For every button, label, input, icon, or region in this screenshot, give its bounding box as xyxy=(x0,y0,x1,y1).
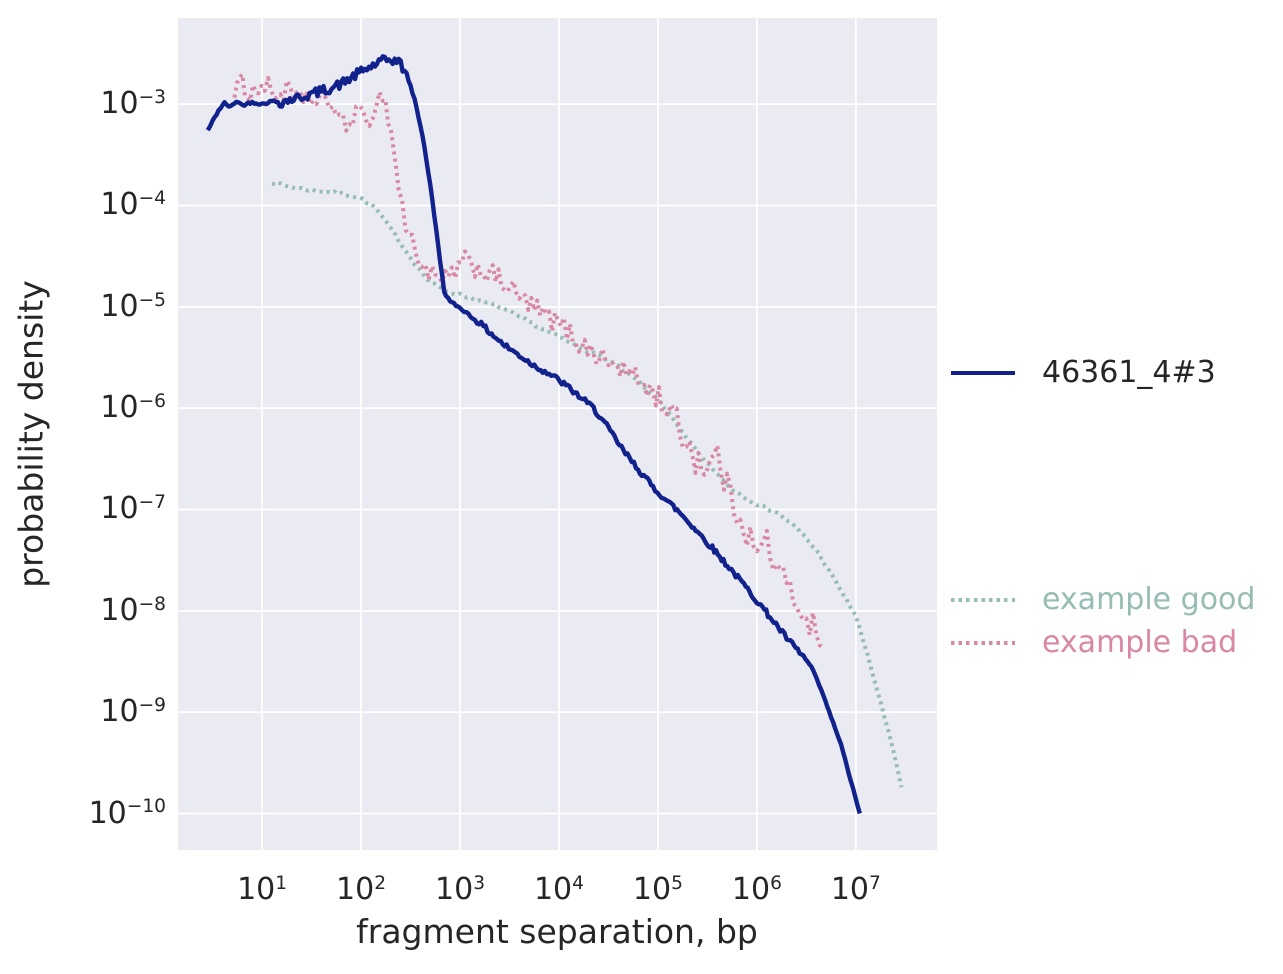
x-tick-label: 102 xyxy=(336,872,387,907)
series-line-example-good xyxy=(271,180,904,788)
legend-dotted-line-swatch-bad xyxy=(951,641,1015,645)
x-tick-label: 105 xyxy=(632,872,683,907)
x-tick-label: 106 xyxy=(731,872,782,907)
x-tick-label: 104 xyxy=(533,872,584,907)
y-tick-label: 10−3 xyxy=(100,86,166,122)
y-axis-label: probability density xyxy=(11,280,51,588)
y-tick-label: 10−7 xyxy=(100,491,166,527)
y-tick-label: 10−5 xyxy=(100,288,166,324)
series-line-example-bad xyxy=(232,72,825,650)
y-tick-label: 10−4 xyxy=(100,187,166,223)
x-axis-label: fragment separation, bp xyxy=(356,912,758,951)
y-tick-label: 10−10 xyxy=(88,795,166,831)
y-tick-label: 10−8 xyxy=(100,592,166,628)
series-line-46361-4-3 xyxy=(205,54,862,815)
legend-entry-main: 46361_4#3 xyxy=(951,352,1216,394)
legend-entry-example-bad: example bad xyxy=(951,622,1237,664)
y-tick-label: 10−6 xyxy=(100,390,166,426)
x-tick-label: 107 xyxy=(830,872,881,907)
legend-label-main: 46361_4#3 xyxy=(1042,355,1216,390)
legend-label-example-good: example good xyxy=(1042,582,1256,617)
x-tick-label: 101 xyxy=(237,872,288,907)
legend-entry-example-good: example good xyxy=(951,579,1255,621)
legend-dotted-line-swatch-good xyxy=(951,598,1015,602)
y-tick-label: 10−9 xyxy=(100,694,166,730)
plot-background xyxy=(178,18,937,850)
legend-solid-line-swatch xyxy=(951,371,1015,375)
legend-label-example-bad: example bad xyxy=(1042,625,1238,660)
x-tick-label: 103 xyxy=(435,872,486,907)
